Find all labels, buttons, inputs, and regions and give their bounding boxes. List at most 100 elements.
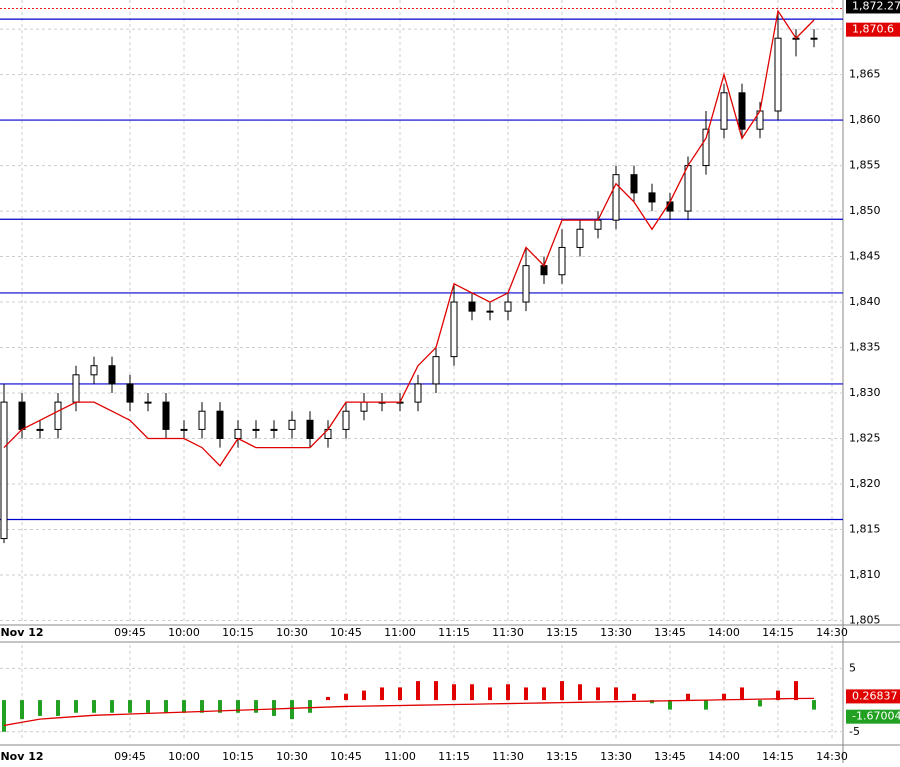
bar (398, 687, 402, 701)
candle-body (504, 301, 512, 312)
y-tick-label: 1,815 (849, 522, 881, 535)
candle-body (360, 401, 368, 412)
bar (488, 687, 492, 701)
candle-body (486, 310, 494, 313)
y-tick-label: 1,865 (849, 68, 881, 81)
y-tick-label: 1,810 (849, 568, 881, 581)
candle-body (306, 419, 314, 440)
x-tick-label: Nov 12 (0, 626, 43, 639)
price-marker (846, 0, 900, 14)
x-tick-label: 09:45 (114, 626, 146, 639)
x-tick-label: 10:30 (276, 750, 308, 763)
y-tick-label: -5 (849, 725, 860, 738)
candle-body (342, 410, 350, 430)
y-tick-label: 5 (849, 661, 856, 674)
candle-body (72, 374, 80, 403)
y-tick-label: 1,825 (849, 432, 881, 445)
bar (632, 693, 636, 701)
x-tick-label: 13:15 (546, 750, 578, 763)
bar (290, 700, 294, 720)
x-tick-label: 10:15 (222, 626, 254, 639)
candle-body (18, 401, 26, 430)
y-tick-label: 1,820 (849, 477, 881, 490)
bar (776, 690, 780, 701)
y-tick-label: 1,860 (849, 113, 881, 126)
candle-body (666, 201, 674, 212)
price-marker (846, 22, 900, 37)
bar (128, 700, 132, 713)
price-marker-label: -1.67004 (852, 710, 900, 723)
bar (578, 684, 582, 701)
bar (20, 700, 24, 720)
x-tick-label: 10:30 (276, 626, 308, 639)
bar (740, 687, 744, 701)
price-marker (846, 689, 900, 704)
candle-body (36, 428, 44, 431)
candle-body (198, 410, 206, 430)
x-tick-label: 09:45 (114, 750, 146, 763)
candle-body (648, 192, 656, 203)
bar (2, 700, 6, 732)
bar (380, 687, 384, 701)
x-tick-label: 10:00 (168, 626, 200, 639)
bar (434, 681, 438, 701)
y-tick-label: 1,830 (849, 386, 881, 399)
bar (326, 696, 330, 701)
bar (614, 687, 618, 701)
x-tick-label: 14:15 (762, 750, 794, 763)
bar (182, 700, 186, 713)
candle-body (522, 265, 530, 303)
x-tick-label: 10:15 (222, 750, 254, 763)
bar (506, 684, 510, 701)
x-tick-label: 11:30 (492, 626, 524, 639)
bar (74, 700, 78, 713)
x-tick-label: 14:30 (816, 626, 848, 639)
bar (758, 700, 762, 707)
x-tick-label: 13:15 (546, 626, 578, 639)
candle-body (576, 228, 584, 248)
candle-body (774, 37, 782, 112)
price-marker-label: 1,872.27 (852, 0, 900, 12)
candle-body (288, 419, 296, 430)
x-tick-label: 13:30 (600, 750, 632, 763)
bar (812, 700, 816, 710)
candle-body (684, 165, 692, 212)
bar (200, 700, 204, 713)
candle-body (0, 401, 8, 540)
bar (110, 700, 114, 713)
price-marker (846, 709, 900, 724)
bar (308, 700, 312, 713)
candle-body (468, 301, 476, 312)
bar (236, 700, 240, 713)
candle-body (810, 37, 818, 40)
x-tick-label: 10:45 (330, 626, 362, 639)
bar (704, 700, 708, 710)
x-tick-label: 14:15 (762, 626, 794, 639)
candle-body (162, 401, 170, 430)
candle-body (540, 265, 548, 276)
candle-body (234, 428, 242, 440)
bar (56, 700, 60, 716)
bar (38, 700, 42, 716)
y-tick-label: 1,805 (849, 613, 881, 626)
x-tick-label: 13:30 (600, 626, 632, 639)
x-tick-label: 14:00 (708, 626, 740, 639)
x-tick-label: 11:30 (492, 750, 524, 763)
x-tick-label: 11:15 (438, 626, 470, 639)
x-tick-label: 11:00 (384, 626, 416, 639)
candle-body (612, 174, 620, 221)
bar (686, 693, 690, 701)
y-tick-label: 1,855 (849, 159, 881, 172)
bar (362, 690, 366, 701)
bar (146, 700, 150, 713)
bar (254, 700, 258, 713)
bar (722, 693, 726, 701)
x-tick-label: 13:45 (654, 750, 686, 763)
bar (470, 684, 474, 701)
price-marker-label: 1,870.6 (852, 23, 894, 36)
bar (164, 700, 168, 713)
candle-body (450, 301, 458, 358)
candle-body (558, 246, 566, 276)
bar (596, 687, 600, 701)
